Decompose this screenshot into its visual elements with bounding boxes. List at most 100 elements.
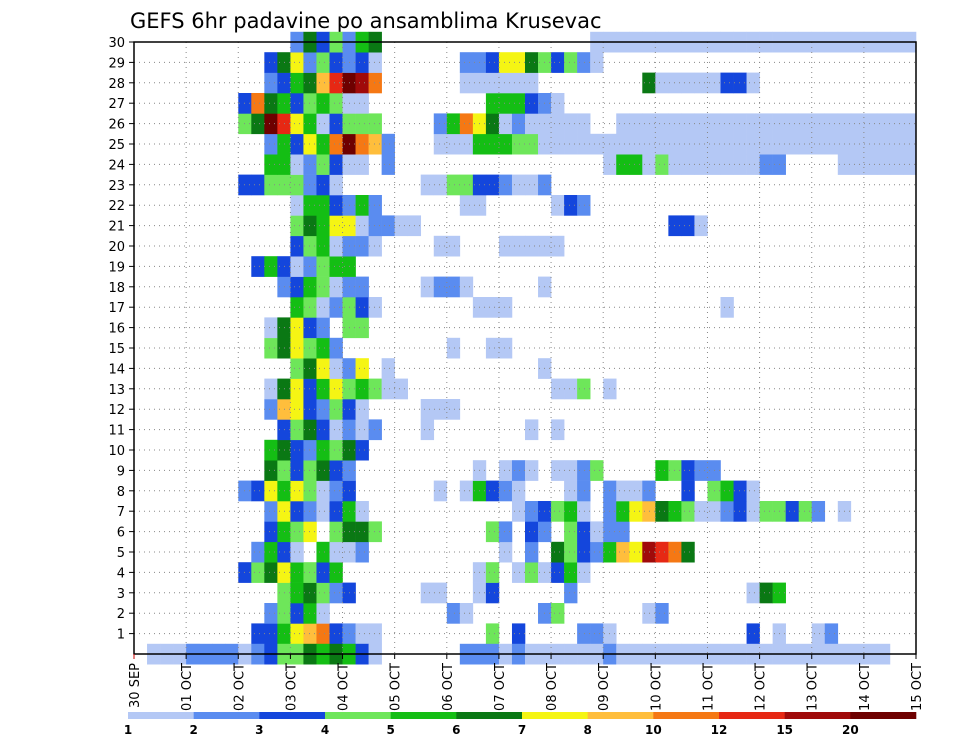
cell-member-26	[694, 113, 708, 135]
cell-member-18	[446, 276, 461, 298]
cell-member-5	[551, 541, 565, 563]
cell-member-26	[485, 113, 500, 135]
y-tick-label: 30	[108, 36, 125, 51]
cell-member-8	[720, 480, 734, 502]
cell-member-18	[290, 276, 304, 298]
cell-member-11	[355, 419, 369, 441]
cell-member-14	[355, 358, 369, 379]
cell-member-25	[551, 133, 565, 155]
legend-label: 12	[711, 723, 728, 737]
cell-member-13	[264, 378, 278, 400]
cell-member-4	[525, 562, 539, 583]
cell-member-8	[459, 480, 474, 502]
chart-title: GEFS 6hr padavine po ansamblima Krusevac	[130, 9, 602, 33]
x-tick-label: 10 OCT	[649, 663, 664, 711]
cell-member-16	[290, 317, 304, 339]
cell-member-29	[264, 52, 278, 73]
cell-member-19	[316, 256, 330, 277]
cell-member-12	[329, 399, 343, 420]
cell-member-1	[590, 623, 604, 645]
cell-member-7	[564, 501, 578, 522]
cell-member-13	[394, 378, 408, 400]
cell-member-11	[525, 419, 539, 441]
cell-member-21	[668, 215, 682, 237]
cell-member-1	[303, 623, 317, 645]
cell-member-8	[433, 480, 448, 502]
cell-member-7	[290, 501, 304, 522]
cell-member-11	[551, 419, 565, 441]
cell-member-27	[303, 93, 317, 114]
x-tick-label: 12 OCT	[754, 663, 769, 711]
cell-member-19	[251, 256, 265, 277]
cell-member-23	[498, 174, 513, 196]
cell-member-29	[511, 52, 526, 73]
cell-member-8	[316, 480, 330, 502]
cell-member-13	[564, 378, 578, 400]
cell-member-25	[485, 133, 500, 155]
cell-member-8	[264, 480, 278, 502]
cell-member-6	[264, 521, 278, 543]
cell-member-26	[564, 113, 578, 135]
cell-member-20	[355, 235, 369, 257]
cell-member-26	[876, 113, 891, 135]
cell-member-7	[733, 501, 747, 522]
cell-member-26	[264, 113, 278, 135]
cell-member-7	[303, 501, 317, 522]
cell-member-11	[329, 419, 343, 441]
cell-member-26	[459, 113, 474, 135]
y-tick-label: 11	[108, 424, 125, 439]
cell-member-12	[290, 399, 304, 420]
cell-member-14	[381, 358, 395, 379]
cell-member-25	[746, 133, 760, 155]
cell-member-12	[446, 399, 461, 420]
cell-member-26	[746, 113, 760, 135]
cell-member-28	[290, 72, 304, 94]
cell-member-25	[720, 133, 734, 155]
cell-member-7	[577, 501, 591, 522]
cell-member-7	[694, 501, 708, 522]
y-tick-label: 8	[117, 485, 125, 500]
cell-member-5	[668, 541, 682, 563]
cell-member-11	[420, 419, 435, 441]
cell-member-23	[264, 174, 278, 196]
cell-member-7	[629, 501, 643, 522]
cell-member-28	[264, 72, 278, 94]
y-tick-label: 17	[108, 301, 125, 316]
cell-member-26	[446, 113, 461, 135]
cell-member-25	[433, 133, 448, 155]
cell-member-20	[498, 235, 513, 257]
cell-member-5	[616, 541, 630, 563]
cell-member-20	[303, 235, 317, 257]
cell-member-29	[329, 52, 343, 73]
cell-member-25	[316, 133, 330, 155]
cell-member-1	[485, 623, 500, 645]
cell-member-5	[629, 541, 643, 563]
cell-member-28	[642, 72, 656, 94]
cell-member-24	[290, 154, 304, 175]
cell-member-25	[446, 133, 461, 155]
cell-member-13	[368, 378, 382, 400]
cell-member-5	[577, 541, 591, 563]
cell-member-23	[433, 174, 448, 196]
cell-member-25	[459, 133, 474, 155]
cell-member-6	[525, 521, 539, 543]
cell-member-21	[329, 215, 343, 237]
cell-member-17	[498, 297, 513, 318]
cell-member-26	[251, 113, 265, 135]
cell-member-9	[264, 460, 278, 481]
legend-swatch	[193, 712, 260, 719]
cell-member-10	[264, 439, 278, 461]
y-axis-ticks: 1234567891011121314151617181920212223242…	[108, 36, 134, 643]
cell-member-6	[290, 521, 304, 543]
cell-member-24	[642, 154, 656, 175]
cell-member-7	[355, 501, 369, 522]
cell-member-4	[511, 562, 526, 583]
cell-member-4	[329, 562, 343, 583]
cell-member-7	[525, 501, 539, 522]
cell-member-19	[303, 256, 317, 277]
cell-member-10	[303, 439, 317, 461]
cell-member-6	[577, 521, 591, 543]
cell-member-29	[551, 52, 565, 73]
cell-member-22	[329, 195, 343, 216]
cell-member-28	[511, 72, 526, 94]
